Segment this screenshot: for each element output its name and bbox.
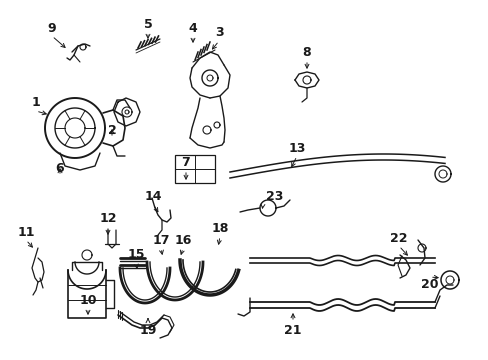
Text: 19: 19 xyxy=(139,324,156,337)
Text: 15: 15 xyxy=(127,248,144,261)
Text: 21: 21 xyxy=(284,324,301,337)
Text: 18: 18 xyxy=(211,221,228,234)
Text: 1: 1 xyxy=(32,96,41,109)
Text: 6: 6 xyxy=(56,162,64,175)
Text: 12: 12 xyxy=(99,211,117,225)
Text: 17: 17 xyxy=(152,234,169,247)
Text: 9: 9 xyxy=(48,22,56,35)
Text: 14: 14 xyxy=(144,189,162,202)
Text: 7: 7 xyxy=(181,156,190,168)
Text: 16: 16 xyxy=(174,234,191,247)
Text: 22: 22 xyxy=(389,231,407,244)
Text: 23: 23 xyxy=(266,189,283,202)
Text: 5: 5 xyxy=(143,18,152,31)
Text: 13: 13 xyxy=(288,141,305,154)
Text: 2: 2 xyxy=(107,123,116,136)
Text: 11: 11 xyxy=(17,225,35,238)
Text: 10: 10 xyxy=(79,293,97,306)
Text: 4: 4 xyxy=(188,22,197,35)
Bar xyxy=(175,155,215,183)
Text: 8: 8 xyxy=(302,45,311,58)
Text: 3: 3 xyxy=(214,27,223,40)
Text: 20: 20 xyxy=(420,279,438,292)
